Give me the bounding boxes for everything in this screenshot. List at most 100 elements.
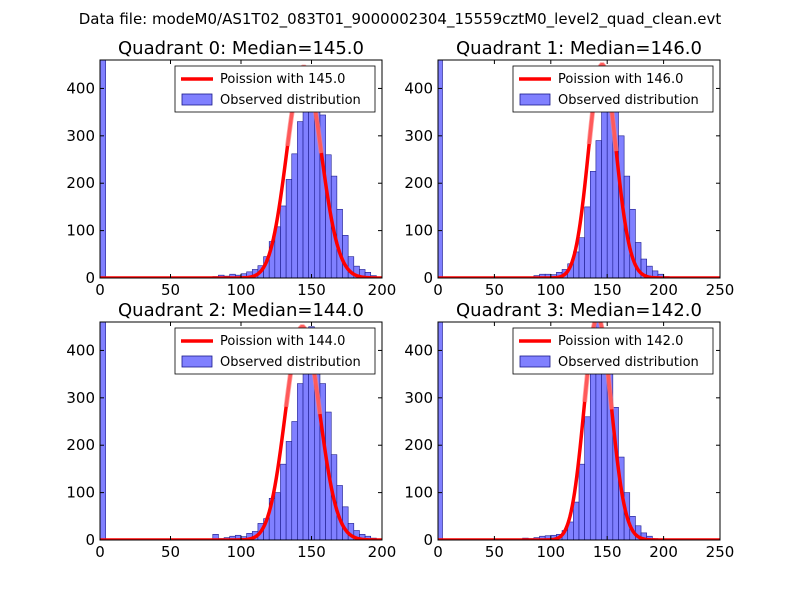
- legend-bar-swatch: [181, 355, 213, 368]
- y-tick-label: 100: [66, 222, 95, 240]
- legend-label-observed: Observed distribution: [220, 355, 361, 370]
- quadrant-3-panel: 0 50 100 150 200 250 0 100 200 300 400 Quadrant 3: …: [404, 300, 734, 561]
- y-tick-label: 400: [66, 341, 95, 359]
- legend: Poission with 144.0 Observed distribution: [174, 327, 376, 375]
- histogram-bar: [573, 501, 580, 540]
- x-tick-label: 50: [485, 543, 504, 561]
- histogram-bar-zero-spike: [438, 322, 443, 540]
- x-tick-label: 50: [485, 281, 504, 299]
- histogram-bar: [291, 153, 298, 278]
- histogram-bar: [212, 534, 219, 540]
- quadrant-2-panel: 0 50 100 150 200 0 100 200 300 400 Quadrant 2: Med…: [66, 300, 396, 561]
- y-tick-label: 200: [66, 436, 95, 454]
- legend-label-observed: Observed distribution: [558, 355, 699, 370]
- x-tick-label: 200: [368, 543, 397, 561]
- x-tick-label: 200: [368, 281, 397, 299]
- y-tick-label: 300: [404, 389, 433, 407]
- histogram-bar: [601, 97, 608, 278]
- x-tick-label: 150: [593, 281, 622, 299]
- y-tick-label: 100: [66, 484, 95, 502]
- y-tick-label: 100: [404, 222, 433, 240]
- x-tick-label: 150: [593, 543, 622, 561]
- legend-bar-swatch: [519, 93, 551, 106]
- axes-frame: [437, 59, 721, 279]
- histogram-bar: [584, 206, 591, 278]
- histogram-bar: [274, 492, 281, 540]
- histogram-bar: [297, 383, 304, 540]
- y-tick-label: 0: [423, 531, 433, 549]
- legend-label-poisson: Poission with 146.0: [558, 72, 683, 87]
- legend: Poission with 146.0 Observed distribution: [512, 65, 714, 113]
- y-tick-label: 300: [404, 127, 433, 145]
- histogram-bar: [589, 369, 597, 540]
- y-tick-label: 400: [404, 341, 433, 359]
- x-tick-label: 0: [95, 281, 105, 299]
- histogram-bar: [297, 121, 304, 278]
- histogram-bar: [285, 441, 293, 540]
- y-tick-label: 100: [404, 484, 433, 502]
- histogram-bar: [342, 235, 349, 278]
- poisson-curve: [438, 322, 720, 540]
- legend-label-poisson: Poission with 144.0: [220, 334, 345, 349]
- y-tick-label: 400: [404, 79, 433, 97]
- histogram-bar: [291, 421, 298, 540]
- x-tick-label: 0: [433, 543, 443, 561]
- quadrant-0-panel: 0 50 100 150 200 0 100 200 300 400 Quadrant 0: Med…: [66, 38, 396, 299]
- y-tick-label: 300: [66, 389, 95, 407]
- quadrant-1-panel: 0 50 100 150 200 250 0 100 200 300 400 Quadrant 1: …: [404, 38, 734, 299]
- x-tick-label: 100: [227, 543, 256, 561]
- y-tick-label: 200: [404, 436, 433, 454]
- x-tick-label: 200: [649, 281, 678, 299]
- x-tick-label: 50: [161, 543, 180, 561]
- y-tick-label: 300: [66, 127, 95, 145]
- histogram-bar: [280, 463, 287, 540]
- legend-bar-swatch: [181, 93, 213, 106]
- plot-content: [438, 60, 720, 278]
- x-tick-label: 0: [95, 543, 105, 561]
- panel-title: Quadrant 2: Median=144.0: [118, 300, 364, 321]
- y-tick-label: 200: [66, 174, 95, 192]
- histogram-bar-zero-spike: [100, 60, 106, 278]
- x-tick-label: 100: [227, 281, 256, 299]
- histogram-bar: [285, 179, 293, 278]
- legend-label-observed: Observed distribution: [220, 93, 361, 108]
- x-tick-label: 0: [433, 281, 443, 299]
- panel-title: Quadrant 1: Median=146.0: [456, 38, 702, 59]
- x-tick-label: 250: [706, 543, 735, 561]
- axes-frame: [437, 321, 721, 541]
- x-tick-label: 150: [297, 281, 326, 299]
- poisson-curve: [438, 62, 720, 278]
- x-tick-label: 150: [297, 543, 326, 561]
- y-tick-label: 400: [66, 79, 95, 97]
- panel-title: Quadrant 0: Median=145.0: [118, 38, 364, 59]
- x-tick-label: 200: [649, 543, 678, 561]
- legend: Poission with 142.0 Observed distribution: [512, 327, 714, 375]
- legend-label-poisson: Poission with 145.0: [220, 72, 345, 87]
- histogram-bar: [589, 171, 597, 278]
- y-tick-label: 0: [423, 269, 433, 287]
- histogram-bar: [364, 272, 372, 278]
- y-tick-label: 200: [404, 174, 433, 192]
- legend: Poission with 145.0 Observed distribution: [174, 65, 376, 113]
- histogram-bar: [578, 237, 585, 278]
- histogram-bar-zero-spike: [100, 322, 106, 540]
- histogram-bar-zero-spike: [438, 60, 443, 278]
- histogram-bar: [578, 463, 585, 540]
- legend-label-poisson: Poission with 142.0: [558, 334, 683, 349]
- histogram-bar: [302, 102, 309, 278]
- histogram-bar: [280, 205, 287, 278]
- y-tick-label: 0: [85, 531, 95, 549]
- figure-suptitle: Data file: modeM0/AS1T02_083T01_90000023…: [79, 10, 722, 29]
- legend-bar-swatch: [519, 355, 551, 368]
- x-tick-label: 50: [161, 281, 180, 299]
- x-tick-label: 100: [536, 281, 565, 299]
- histogram-bar: [584, 416, 591, 540]
- x-tick-label: 100: [536, 543, 565, 561]
- histogram-bar: [302, 345, 309, 540]
- histogram-bar: [595, 140, 602, 278]
- x-tick-label: 250: [706, 281, 735, 299]
- y-tick-label: 0: [85, 269, 95, 287]
- subplot-grid: 0 50 100 150 200 0 100 200 300 400 Quadrant 0: Med…: [66, 38, 734, 561]
- panel-title: Quadrant 3: Median=142.0: [456, 300, 702, 321]
